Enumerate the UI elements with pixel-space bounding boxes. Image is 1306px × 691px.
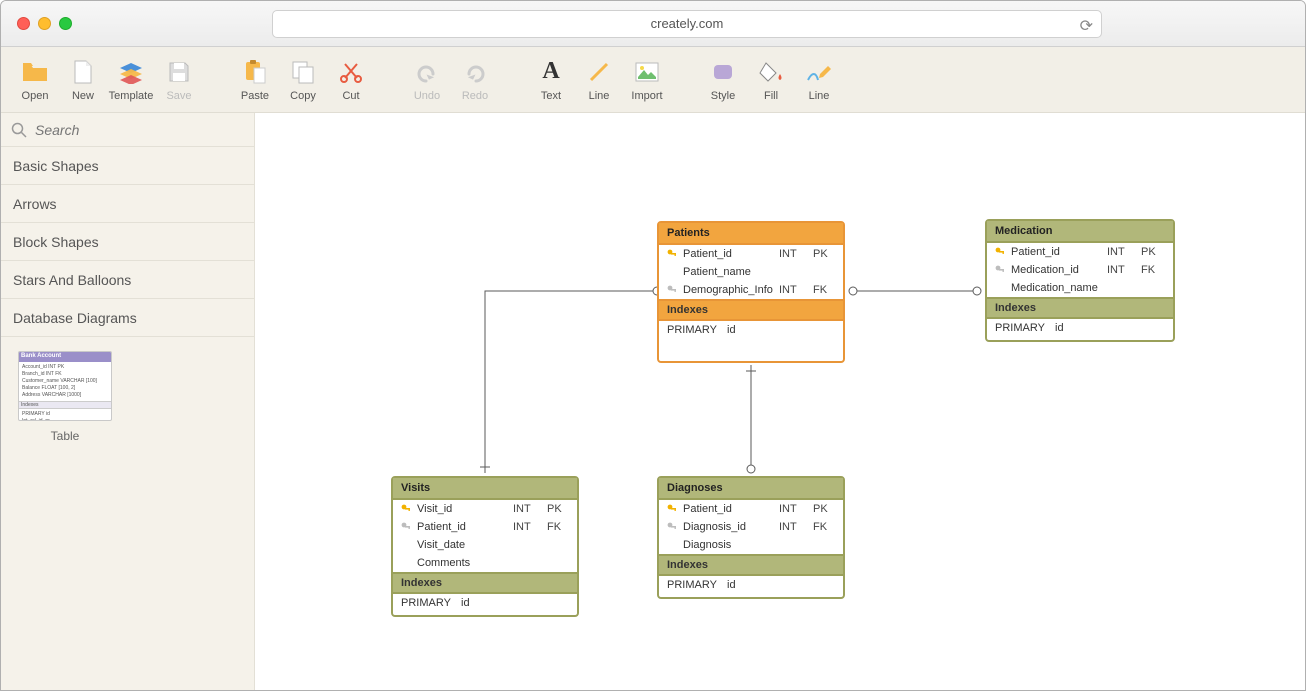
maximize-window-button[interactable]: [59, 17, 72, 30]
text-icon: A: [537, 58, 565, 86]
column-row: Demographic_InfoINTFK: [659, 281, 843, 299]
index-header: Indexes: [659, 554, 843, 576]
browser-window: creately.com ⟳ Open New Template Save Pa…: [0, 0, 1306, 691]
sidebar-search: [1, 113, 254, 147]
column-row: Patient_idINTPK: [659, 500, 843, 518]
refresh-icon[interactable]: ⟳: [1080, 16, 1093, 36]
column-row: Patient_idINTFK: [393, 518, 577, 536]
entity-title: Visits: [393, 478, 577, 500]
entity-diagnoses[interactable]: DiagnosesPatient_idINTPKDiagnosis_idINTF…: [657, 476, 845, 599]
index-row: PRIMARYid: [659, 576, 843, 597]
sidebar-category[interactable]: Basic Shapes: [1, 147, 254, 185]
index-header: Indexes: [987, 297, 1173, 319]
entity-patients[interactable]: PatientsPatient_idINTPKPatient_nameDemog…: [657, 221, 845, 363]
column-row: Visit_date: [393, 536, 577, 554]
undo-button[interactable]: Undo: [403, 58, 451, 102]
column-row: Visit_idINTPK: [393, 500, 577, 518]
entity-title: Diagnoses: [659, 478, 843, 500]
pencil-icon: [805, 58, 833, 86]
paste-button[interactable]: Paste: [231, 58, 279, 102]
app-content: Basic ShapesArrowsBlock ShapesStars And …: [1, 113, 1305, 691]
sidebar-category[interactable]: Arrows: [1, 185, 254, 223]
column-row: Diagnosis_idINTFK: [659, 518, 843, 536]
copy-icon: [289, 58, 317, 86]
entity-title: Medication: [987, 221, 1173, 243]
sidebar: Basic ShapesArrowsBlock ShapesStars And …: [1, 113, 255, 691]
sidebar-category[interactable]: Stars And Balloons: [1, 261, 254, 299]
import-icon: [633, 58, 661, 86]
cut-icon: [337, 58, 365, 86]
window-controls: [17, 17, 72, 30]
index-row: PRIMARYid: [987, 319, 1173, 340]
close-window-button[interactable]: [17, 17, 30, 30]
column-row: Patient_idINTPK: [987, 243, 1173, 261]
file-icon: [69, 58, 97, 86]
entity-title: Patients: [659, 223, 843, 245]
style-icon: [709, 58, 737, 86]
fill-button[interactable]: Fill: [747, 58, 795, 102]
column-row: Diagnosis: [659, 536, 843, 554]
address-bar[interactable]: creately.com ⟳: [272, 10, 1102, 38]
folder-icon: [21, 58, 49, 86]
fill-icon: [757, 58, 785, 86]
sidebar-category[interactable]: Block Shapes: [1, 223, 254, 261]
app-toolbar: Open New Template Save Paste Copy Cut Un…: [1, 47, 1305, 113]
sidebar-category[interactable]: Database Diagrams: [1, 299, 254, 337]
thumbnail-label: Table: [51, 429, 80, 443]
open-button[interactable]: Open: [11, 58, 59, 102]
entity-visits[interactable]: VisitsVisit_idINTPKPatient_idINTFKVisit_…: [391, 476, 579, 617]
new-button[interactable]: New: [59, 58, 107, 102]
save-icon: [165, 58, 193, 86]
browser-titlebar: creately.com ⟳: [1, 1, 1305, 47]
template-icon: [117, 58, 145, 86]
style-button[interactable]: Style: [699, 58, 747, 102]
search-input[interactable]: [35, 122, 244, 138]
diagram-canvas[interactable]: PatientsPatient_idINTPKPatient_nameDemog…: [255, 113, 1305, 691]
address-text: creately.com: [651, 16, 724, 31]
line-icon: [585, 58, 613, 86]
redo-button[interactable]: Redo: [451, 58, 499, 102]
entity-medication[interactable]: MedicationPatient_idINTPKMedication_idIN…: [985, 219, 1175, 342]
search-icon: [11, 122, 27, 138]
save-button[interactable]: Save: [155, 58, 203, 102]
index-header: Indexes: [659, 299, 843, 321]
line-style-button[interactable]: Line: [795, 58, 843, 102]
index-header: Indexes: [393, 572, 577, 594]
minimize-window-button[interactable]: [38, 17, 51, 30]
template-button[interactable]: Template: [107, 58, 155, 102]
redo-icon: [461, 58, 489, 86]
line-tool-button[interactable]: Line: [575, 58, 623, 102]
column-row: Patient_idINTPK: [659, 245, 843, 263]
index-row: PRIMARYid: [393, 594, 577, 615]
text-button[interactable]: AText: [527, 58, 575, 102]
import-button[interactable]: Import: [623, 58, 671, 102]
paste-icon: [241, 58, 269, 86]
undo-icon: [413, 58, 441, 86]
column-row: Medication_idINTFK: [987, 261, 1173, 279]
cut-button[interactable]: Cut: [327, 58, 375, 102]
shape-previews: Bank Account Account_id INT PKBranch_id …: [1, 337, 254, 457]
column-row: Medication_name: [987, 279, 1173, 297]
column-row: Patient_name: [659, 263, 843, 281]
table-shape-thumbnail[interactable]: Bank Account Account_id INT PKBranch_id …: [15, 351, 115, 443]
copy-button[interactable]: Copy: [279, 58, 327, 102]
column-row: Comments: [393, 554, 577, 572]
index-row: PRIMARYid: [659, 321, 843, 342]
